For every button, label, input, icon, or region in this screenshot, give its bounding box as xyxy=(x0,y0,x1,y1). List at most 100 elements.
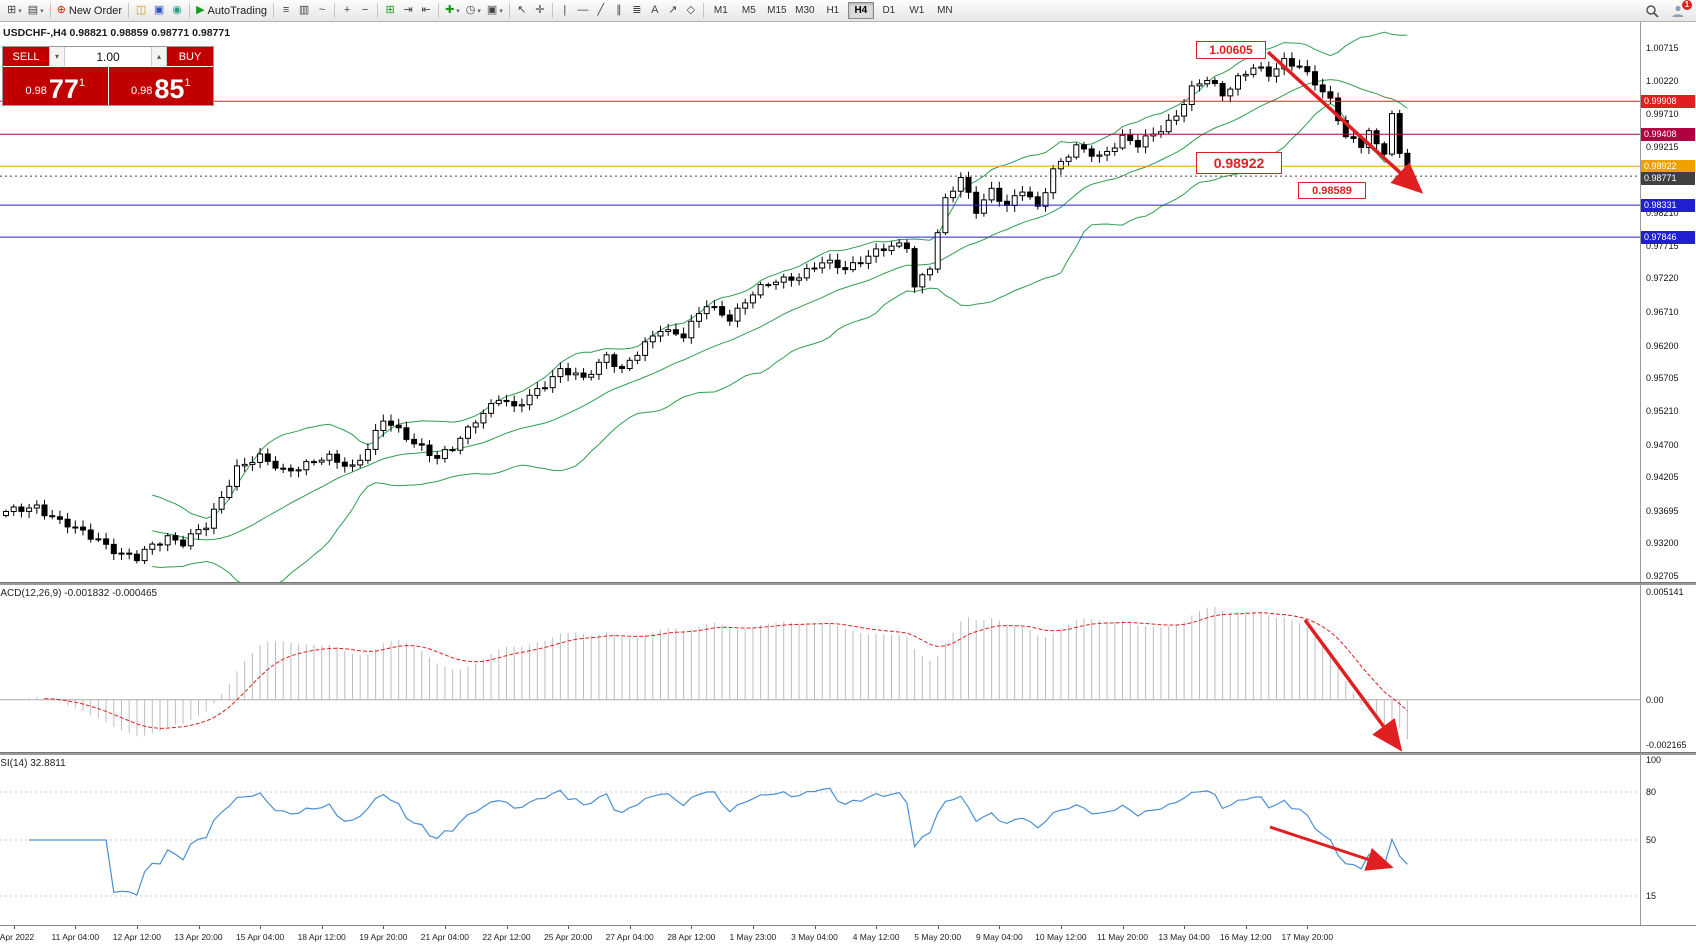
new-order-icon: ⊕ xyxy=(56,4,66,16)
trendline-button[interactable]: ╱ xyxy=(592,2,610,20)
timeframe-button-mn[interactable]: MN xyxy=(937,5,953,16)
toolbar-separator xyxy=(334,3,336,18)
chart-shift-icon: ⇤ xyxy=(421,4,431,16)
bar-chart-button[interactable]: ≡ xyxy=(277,2,295,20)
new-order-button[interactable]: ⊕ New Order xyxy=(54,2,125,20)
search-icon xyxy=(1646,4,1659,18)
sell-price-button[interactable]: 0.98 77 1 xyxy=(3,67,108,105)
account-button[interactable]: 1 xyxy=(1668,0,1692,20)
new-chart-button[interactable]: ⊞ ▾ xyxy=(4,2,25,20)
volume-input[interactable] xyxy=(65,47,151,66)
buy-button[interactable]: BUY xyxy=(167,47,213,66)
toolbar-separator xyxy=(273,3,275,18)
rsi-chart-canvas[interactable] xyxy=(0,755,1696,925)
text-button[interactable]: A xyxy=(646,2,664,20)
time-axis-label: 17 May 20:00 xyxy=(1281,932,1334,942)
shapes-button[interactable]: ◇ xyxy=(682,2,700,20)
autotrading-button[interactable]: ▶ AutoTrading xyxy=(193,2,270,20)
trade-panel-prices: 0.98 77 1 0.98 85 1 xyxy=(3,67,213,105)
templates-button[interactable]: ▣ ▾ xyxy=(484,2,506,20)
candlestick-button[interactable]: ▥ xyxy=(295,2,313,20)
macd-label: MACD(12,26,9) -0.001832 -0.000465 xyxy=(0,588,158,599)
toolbar-separator xyxy=(189,3,191,18)
time-axis[interactable]: 8 Apr 2022 11 Apr 04:00 12 Apr 12:00 13 Apr… xyxy=(0,925,1696,945)
price-axis-label: 0.99710 xyxy=(1646,109,1679,120)
new-chart-icon: ⊞ xyxy=(7,4,17,16)
channel-button[interactable]: ∥ xyxy=(610,2,628,20)
zoom-in-icon: + xyxy=(343,4,351,16)
price-axis-label: 0.95210 xyxy=(1646,405,1679,416)
price-level-badge: 0.99408 xyxy=(1641,128,1695,142)
line-chart-icon: ~ xyxy=(318,4,326,16)
buy-price-button[interactable]: 0.98 85 1 xyxy=(107,67,213,105)
pane-separator[interactable] xyxy=(0,582,1696,585)
zoom-in-button[interactable]: + xyxy=(338,2,356,20)
crosshair-button[interactable]: ✛ xyxy=(531,2,549,20)
volume-decrease-button[interactable]: ▾ xyxy=(49,47,65,66)
arrows-button[interactable]: ↗ xyxy=(664,2,682,20)
timeframe-button-m15[interactable]: M15 xyxy=(767,5,787,16)
sell-price-digits: 77 xyxy=(48,74,79,105)
profiles-button[interactable]: ▤ ▾ xyxy=(25,2,47,20)
time-axis-tick xyxy=(321,926,323,929)
time-axis-label: 19 Apr 20:00 xyxy=(359,932,408,942)
auto-scroll-button[interactable]: ⇥ xyxy=(399,2,417,20)
notification-badge: 1 xyxy=(1682,0,1692,10)
sell-button[interactable]: SELL xyxy=(3,47,49,66)
timeframe-button-w1[interactable]: W1 xyxy=(909,5,925,16)
price-annotation: 1.00605 xyxy=(1196,41,1266,59)
time-axis-label: 8 Apr 2022 xyxy=(0,932,35,942)
time-axis-tick xyxy=(1122,926,1124,929)
metaeditor-button[interactable]: ◫ xyxy=(132,2,150,20)
text-icon: A xyxy=(651,4,659,16)
timeframe-button-m30[interactable]: M30 xyxy=(795,5,815,16)
time-axis-label: 25 Apr 20:00 xyxy=(543,932,593,942)
chevron-up-icon: ▴ xyxy=(156,52,161,61)
templates-icon: ▣ xyxy=(486,4,498,16)
tile-windows-button[interactable]: ⊞ xyxy=(381,2,399,20)
chevron-down-icon: ▾ xyxy=(499,7,503,15)
line-chart-button[interactable]: ~ xyxy=(313,2,331,20)
navigator-button[interactable]: ◉ xyxy=(168,2,186,20)
current-price-badge: 0.98771 xyxy=(1641,172,1695,186)
time-axis-tick xyxy=(1307,926,1309,929)
horizontal-line-button[interactable]: — xyxy=(574,2,592,20)
price-axis-label: 0.93695 xyxy=(1646,505,1679,516)
price-axis-label: 0.93200 xyxy=(1646,538,1679,549)
time-axis-tick xyxy=(876,926,878,929)
volume-increase-button[interactable]: ▴ xyxy=(151,47,167,66)
macd-chart-canvas[interactable] xyxy=(0,585,1696,752)
pane-separator[interactable] xyxy=(0,752,1696,755)
auto-scroll-icon: ⇥ xyxy=(403,4,413,16)
price-chart-canvas[interactable] xyxy=(0,22,1696,582)
cursor-button[interactable]: ↖ xyxy=(513,2,531,20)
data-window-button[interactable]: ▣ xyxy=(150,2,168,20)
arrows-icon: ↗ xyxy=(668,4,678,16)
timeframe-button-m1[interactable]: M1 xyxy=(713,5,728,16)
zoom-out-button[interactable]: − xyxy=(356,2,374,20)
time-axis-label: 4 May 12:00 xyxy=(852,932,900,942)
time-axis-label: 3 May 04:00 xyxy=(791,932,838,942)
chevron-down-icon: ▾ xyxy=(40,7,44,15)
search-button[interactable] xyxy=(1642,2,1662,20)
timeframe-button-h1[interactable]: H1 xyxy=(826,5,840,16)
fibonacci-button[interactable]: ≣ xyxy=(628,2,646,20)
horizontal-line-icon: — xyxy=(577,4,589,16)
timeframe-button-d1[interactable]: D1 xyxy=(882,5,896,16)
time-axis-label: 12 Apr 12:00 xyxy=(112,932,161,942)
indicators-button[interactable]: ✚ ▾ xyxy=(442,2,463,20)
timeframe-button-m5[interactable]: M5 xyxy=(741,5,756,16)
time-axis-tick xyxy=(136,926,138,929)
vertical-line-button[interactable]: | xyxy=(556,2,574,20)
chart-shift-button[interactable]: ⇤ xyxy=(417,2,435,20)
toolbar-separator xyxy=(438,3,440,18)
periods-button[interactable]: ◷ ▾ xyxy=(463,2,484,20)
timeframe-button-h4[interactable]: H4 xyxy=(847,2,874,19)
time-axis-label: 22 Apr 12:00 xyxy=(482,932,531,942)
time-axis-tick xyxy=(691,926,693,929)
price-axis-label: 0.98210 xyxy=(1646,208,1679,219)
buy-price-digits: 85 xyxy=(154,74,185,105)
rsi-axis-label: 15 xyxy=(1646,891,1657,901)
time-axis-label: 10 May 12:00 xyxy=(1035,932,1087,942)
price-annotation: 0.98589 xyxy=(1298,182,1366,199)
